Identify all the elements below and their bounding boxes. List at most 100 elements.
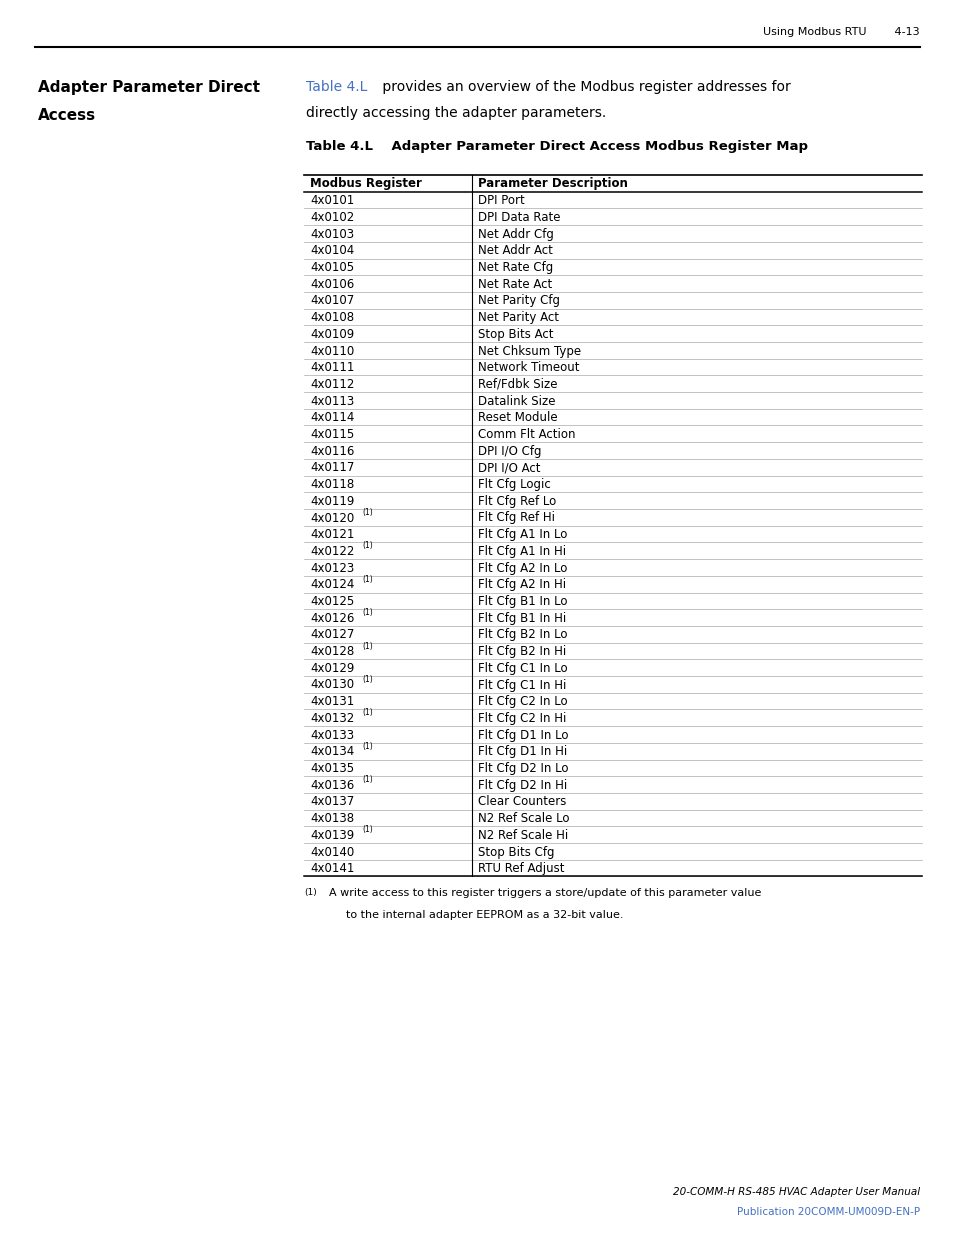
Text: (1): (1) — [361, 709, 373, 718]
Text: 4x0105: 4x0105 — [310, 261, 354, 274]
Text: 4x0125: 4x0125 — [310, 595, 354, 608]
Text: Flt Cfg Ref Hi: Flt Cfg Ref Hi — [477, 511, 555, 525]
Text: Flt Cfg B2 In Hi: Flt Cfg B2 In Hi — [477, 645, 566, 658]
Text: Flt Cfg B1 In Hi: Flt Cfg B1 In Hi — [477, 611, 566, 625]
Text: Net Parity Cfg: Net Parity Cfg — [477, 294, 559, 308]
Text: 4x0123: 4x0123 — [310, 562, 354, 574]
Text: 4x0129: 4x0129 — [310, 662, 354, 674]
Text: (1): (1) — [361, 642, 373, 651]
Text: (1): (1) — [361, 776, 373, 784]
Text: Flt Cfg D1 In Lo: Flt Cfg D1 In Lo — [477, 729, 568, 741]
Text: 4x0130: 4x0130 — [310, 678, 354, 692]
Text: (1): (1) — [361, 574, 373, 584]
Text: 4x0108: 4x0108 — [310, 311, 354, 324]
Text: 4x0118: 4x0118 — [310, 478, 354, 492]
Text: Flt Cfg Logic: Flt Cfg Logic — [477, 478, 550, 492]
Text: Net Rate Act: Net Rate Act — [477, 278, 552, 290]
Text: Modbus Register: Modbus Register — [310, 178, 421, 190]
Text: DPI I/O Act: DPI I/O Act — [477, 462, 540, 474]
Text: 4x0127: 4x0127 — [310, 629, 354, 641]
Text: Flt Cfg Ref Lo: Flt Cfg Ref Lo — [477, 495, 556, 508]
Text: Net Addr Act: Net Addr Act — [477, 245, 553, 257]
Text: Flt Cfg A2 In Lo: Flt Cfg A2 In Lo — [477, 562, 567, 574]
Text: (1): (1) — [361, 742, 373, 751]
Text: 20-COMM-H RS-485 HVAC Adapter User Manual: 20-COMM-H RS-485 HVAC Adapter User Manua… — [672, 1187, 919, 1197]
Text: 4x0131: 4x0131 — [310, 695, 354, 708]
Text: Flt Cfg B2 In Lo: Flt Cfg B2 In Lo — [477, 629, 567, 641]
Text: Table 4.L    Adapter Parameter Direct Access Modbus Register Map: Table 4.L Adapter Parameter Direct Acces… — [306, 140, 807, 153]
Text: Flt Cfg D1 In Hi: Flt Cfg D1 In Hi — [477, 745, 567, 758]
Text: Flt Cfg A1 In Lo: Flt Cfg A1 In Lo — [477, 529, 567, 541]
Text: Stop Bits Act: Stop Bits Act — [477, 327, 553, 341]
Text: Using Modbus RTU        4-13: Using Modbus RTU 4-13 — [762, 27, 919, 37]
Text: 4x0119: 4x0119 — [310, 495, 354, 508]
Text: Network Timeout: Network Timeout — [477, 361, 578, 374]
Text: 4x0102: 4x0102 — [310, 211, 354, 224]
Text: 4x0136: 4x0136 — [310, 779, 354, 792]
Text: 4x0107: 4x0107 — [310, 294, 354, 308]
Text: Flt Cfg B1 In Lo: Flt Cfg B1 In Lo — [477, 595, 567, 608]
Text: 4x0104: 4x0104 — [310, 245, 354, 257]
Text: 4x0114: 4x0114 — [310, 411, 354, 425]
Text: DPI I/O Cfg: DPI I/O Cfg — [477, 445, 541, 458]
Text: Access: Access — [38, 107, 96, 124]
Text: 4x0141: 4x0141 — [310, 862, 354, 876]
Text: 4x0140: 4x0140 — [310, 846, 354, 858]
Text: N2 Ref Scale Lo: N2 Ref Scale Lo — [477, 813, 569, 825]
Text: DPI Data Rate: DPI Data Rate — [477, 211, 560, 224]
Text: 4x0116: 4x0116 — [310, 445, 354, 458]
Text: 4x0101: 4x0101 — [310, 194, 354, 207]
Text: RTU Ref Adjust: RTU Ref Adjust — [477, 862, 564, 876]
Text: 4x0117: 4x0117 — [310, 462, 354, 474]
Text: Ref/Fdbk Size: Ref/Fdbk Size — [477, 378, 557, 391]
Text: Flt Cfg C2 In Hi: Flt Cfg C2 In Hi — [477, 711, 566, 725]
Text: Flt Cfg D2 In Lo: Flt Cfg D2 In Lo — [477, 762, 568, 776]
Text: Net Addr Cfg: Net Addr Cfg — [477, 227, 554, 241]
Text: 4x0122: 4x0122 — [310, 545, 354, 558]
Text: 4x0134: 4x0134 — [310, 745, 354, 758]
Text: 4x0115: 4x0115 — [310, 429, 354, 441]
Text: 4x0139: 4x0139 — [310, 829, 354, 842]
Text: Clear Counters: Clear Counters — [477, 795, 566, 809]
Text: Flt Cfg C2 In Lo: Flt Cfg C2 In Lo — [477, 695, 567, 708]
Text: (1): (1) — [361, 541, 373, 551]
Text: 4x0128: 4x0128 — [310, 645, 354, 658]
Text: 4x0121: 4x0121 — [310, 529, 354, 541]
Text: 4x0133: 4x0133 — [310, 729, 354, 741]
Text: Flt Cfg D2 In Hi: Flt Cfg D2 In Hi — [477, 779, 567, 792]
Text: 4x0126: 4x0126 — [310, 611, 354, 625]
Text: Net Chksum Type: Net Chksum Type — [477, 345, 580, 357]
Text: 4x0111: 4x0111 — [310, 361, 354, 374]
Text: Flt Cfg C1 In Lo: Flt Cfg C1 In Lo — [477, 662, 567, 674]
Text: 4x0132: 4x0132 — [310, 711, 354, 725]
Text: 4x0138: 4x0138 — [310, 813, 354, 825]
Text: N2 Ref Scale Hi: N2 Ref Scale Hi — [477, 829, 568, 842]
Text: 4x0135: 4x0135 — [310, 762, 354, 776]
Text: Datalink Size: Datalink Size — [477, 395, 555, 408]
Text: 4x0106: 4x0106 — [310, 278, 354, 290]
Text: (1): (1) — [361, 508, 373, 517]
Text: Flt Cfg A1 In Hi: Flt Cfg A1 In Hi — [477, 545, 565, 558]
Text: Table 4.L: Table 4.L — [306, 80, 367, 94]
Text: to the internal adapter EEPROM as a 32-bit value.: to the internal adapter EEPROM as a 32-b… — [346, 910, 623, 920]
Text: Stop Bits Cfg: Stop Bits Cfg — [477, 846, 554, 858]
Text: 4x0113: 4x0113 — [310, 395, 354, 408]
Text: 4x0103: 4x0103 — [310, 227, 354, 241]
Text: (1): (1) — [361, 676, 373, 684]
Text: Publication 20COMM-UM009D-EN-P: Publication 20COMM-UM009D-EN-P — [736, 1207, 919, 1216]
Text: 4x0110: 4x0110 — [310, 345, 354, 357]
Text: (1): (1) — [361, 608, 373, 618]
Text: (1): (1) — [361, 825, 373, 835]
Text: Net Rate Cfg: Net Rate Cfg — [477, 261, 553, 274]
Text: A write access to this register triggers a store/update of this parameter value: A write access to this register triggers… — [329, 888, 760, 898]
Text: Comm Flt Action: Comm Flt Action — [477, 429, 575, 441]
Text: Flt Cfg C1 In Hi: Flt Cfg C1 In Hi — [477, 678, 566, 692]
Text: Parameter Description: Parameter Description — [477, 178, 627, 190]
Text: Adapter Parameter Direct: Adapter Parameter Direct — [38, 80, 260, 95]
Text: (1): (1) — [304, 888, 316, 898]
Text: Net Parity Act: Net Parity Act — [477, 311, 558, 324]
Text: 4x0112: 4x0112 — [310, 378, 354, 391]
Text: directly accessing the adapter parameters.: directly accessing the adapter parameter… — [306, 106, 605, 120]
Text: 4x0124: 4x0124 — [310, 578, 354, 592]
Text: provides an overview of the Modbus register addresses for: provides an overview of the Modbus regis… — [377, 80, 790, 94]
